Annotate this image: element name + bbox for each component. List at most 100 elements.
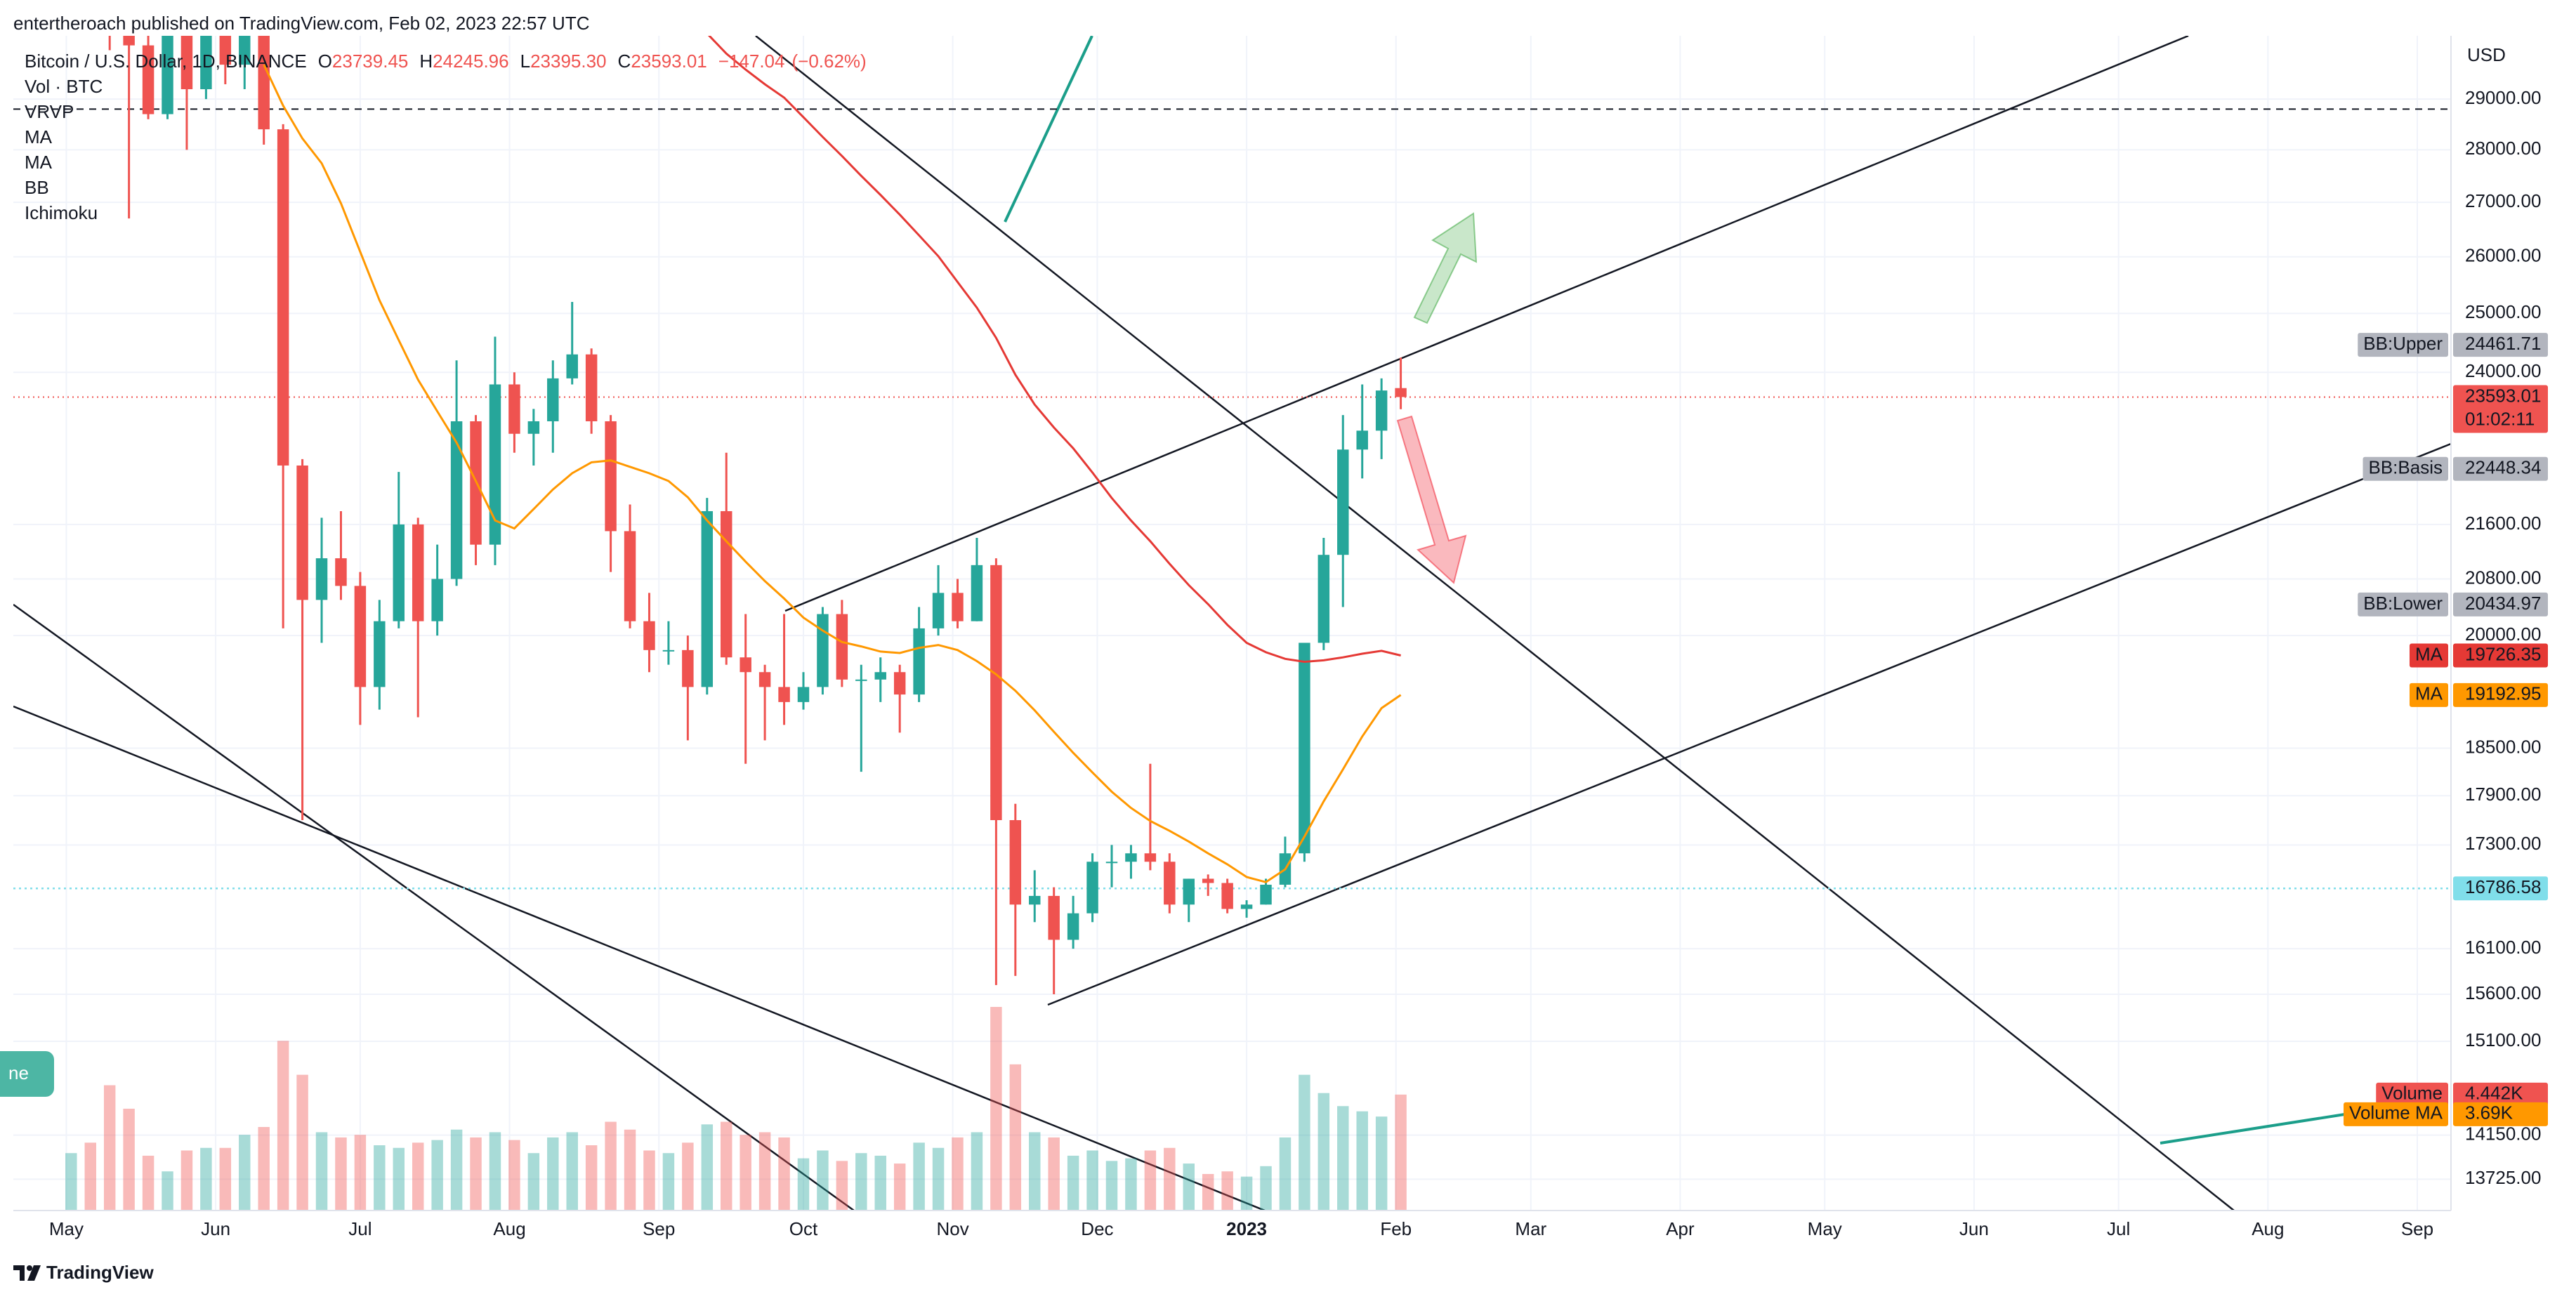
support-value: 16786.58 xyxy=(2465,876,2541,897)
volume-bar xyxy=(393,1147,405,1211)
trend-line xyxy=(13,705,1266,1211)
ma-box xyxy=(2453,643,2548,668)
volume-bar xyxy=(412,1142,424,1211)
up-arrow xyxy=(1413,212,1478,324)
y-tick-label: 24000.00 xyxy=(2465,360,2541,381)
bb-name-box xyxy=(2363,456,2448,481)
volume-bar xyxy=(874,1155,886,1211)
ma-name: MA xyxy=(2415,683,2443,704)
volume-bar xyxy=(971,1132,983,1211)
volume-bar xyxy=(1009,1064,1022,1211)
candle-body xyxy=(1375,390,1388,431)
candle-body xyxy=(932,593,945,628)
candle-body xyxy=(219,36,232,65)
candle-body xyxy=(335,558,347,586)
volume-bar xyxy=(1202,1173,1214,1211)
y-tick-label: 14150.00 xyxy=(2465,1123,2541,1144)
candle-body xyxy=(1009,820,1022,905)
volume-bar xyxy=(778,1137,790,1211)
volume-bar xyxy=(585,1145,598,1211)
candle-body xyxy=(1395,388,1407,397)
indicator-label: Vol · BTC xyxy=(25,76,103,97)
x-tick-label: Sep xyxy=(2401,1218,2433,1239)
volume-bar xyxy=(893,1163,906,1211)
x-tick-label: Nov xyxy=(937,1218,969,1239)
volume-bar xyxy=(508,1140,520,1211)
footer: TradingView xyxy=(46,1262,154,1283)
candle-body xyxy=(258,36,270,130)
legend-line: Bitcoin / U.S. Dollar, 1D, BINANCE O23739… xyxy=(25,51,867,72)
change: −147.04 xyxy=(718,51,785,72)
ohlc-value: 24245.96 xyxy=(433,51,508,72)
ma-name-box xyxy=(2410,643,2448,668)
ma-name-box xyxy=(2410,683,2448,707)
change-pct: (−0.62%) xyxy=(791,51,866,72)
candle-body xyxy=(874,672,886,680)
candle-body xyxy=(758,672,771,687)
volume-bar xyxy=(1144,1150,1157,1211)
candle-body xyxy=(489,384,501,545)
candle-body xyxy=(315,558,328,600)
candle-body xyxy=(1164,862,1176,905)
volume-bar xyxy=(142,1155,155,1211)
volume-bar xyxy=(65,1153,77,1211)
volume-bar xyxy=(605,1121,617,1211)
y-tick-label: 28000.00 xyxy=(2465,138,2541,159)
x-tick-label: Sep xyxy=(643,1218,675,1239)
down-arrow xyxy=(1396,415,1467,584)
volume-bar xyxy=(547,1137,559,1211)
volume-bar xyxy=(758,1132,771,1211)
bb-box xyxy=(2453,456,2548,481)
candle-body xyxy=(527,421,540,434)
footer-logo xyxy=(13,1265,41,1281)
y-tick-label: 27000.00 xyxy=(2465,190,2541,211)
volume-name: Volume xyxy=(2381,1083,2443,1104)
volume-bar xyxy=(913,1142,925,1211)
ma-line xyxy=(263,64,1402,883)
volume-bar xyxy=(836,1161,848,1211)
legend-title: Bitcoin / U.S. Dollar, 1D, BINANCE xyxy=(25,51,307,72)
candle-body xyxy=(162,36,173,114)
volume-bar xyxy=(990,1007,1002,1211)
y-tick-label: 20800.00 xyxy=(2465,567,2541,588)
volume-bar xyxy=(701,1124,714,1211)
candle-body xyxy=(239,36,251,65)
candle-body xyxy=(1356,430,1368,450)
volume-bar xyxy=(1240,1176,1253,1211)
volume-bar xyxy=(721,1121,732,1211)
volume-bar xyxy=(219,1147,232,1211)
countdown: 01:02:11 xyxy=(2465,408,2535,429)
button-label[interactable]: ne xyxy=(8,1062,29,1083)
candle-body xyxy=(855,679,867,681)
candle-body xyxy=(566,354,578,378)
volume-bar xyxy=(817,1150,829,1211)
volume-bar xyxy=(103,1085,116,1211)
volume-bar xyxy=(527,1153,540,1211)
trend-line xyxy=(755,36,2235,1211)
volume-bar xyxy=(1356,1111,1368,1211)
y-tick-label: 25000.00 xyxy=(2465,301,2541,322)
volume-bar xyxy=(1375,1116,1388,1211)
button[interactable] xyxy=(0,1051,54,1097)
volume-bar xyxy=(1086,1150,1098,1211)
currency: USD xyxy=(2467,44,2506,65)
candle-body xyxy=(1086,862,1098,914)
y-tick-label: 18500.00 xyxy=(2465,736,2541,757)
candle-body xyxy=(1337,449,1349,555)
volume-bar xyxy=(1260,1166,1272,1211)
y-tick-label: 29000.00 xyxy=(2465,87,2541,108)
candle-body xyxy=(971,565,983,621)
volume-bar xyxy=(1048,1137,1060,1211)
candle-body xyxy=(277,129,289,466)
x-tick-label: Oct xyxy=(789,1218,818,1239)
candle-body xyxy=(605,421,617,532)
bb-name: BB:Lower xyxy=(2363,593,2443,614)
y-tick-label: 15600.00 xyxy=(2465,982,2541,1003)
volume-bar xyxy=(952,1137,964,1211)
ohlc-label: O xyxy=(318,51,332,72)
candle-body xyxy=(142,45,155,114)
volume-bar xyxy=(1395,1094,1407,1211)
x-tick-label: May xyxy=(1808,1218,1842,1239)
